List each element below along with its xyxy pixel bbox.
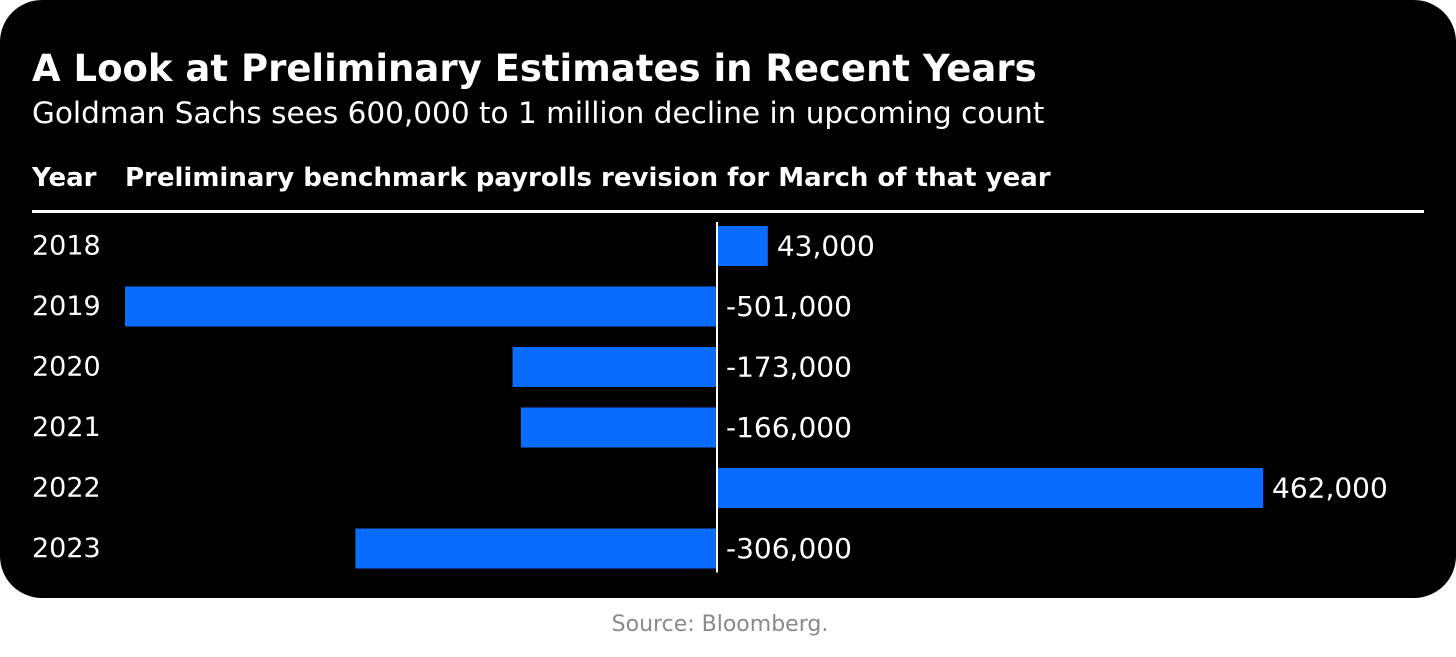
value-label: -306,000 — [726, 532, 852, 565]
bar-2023 — [355, 528, 717, 569]
value-column-header: Preliminary benchmark payrolls revision … — [125, 163, 1051, 193]
year-label: 2023 — [32, 533, 101, 564]
year-label: 2020 — [32, 352, 101, 383]
header-divider — [32, 210, 1424, 213]
value-label: -166,000 — [726, 411, 852, 444]
bar-2019 — [124, 286, 718, 327]
bar-2021 — [520, 407, 717, 448]
value-label: 43,000 — [777, 230, 875, 263]
year-column-header: Year — [32, 163, 97, 193]
value-label: -173,000 — [726, 351, 852, 384]
chart-title: A Look at Preliminary Estimates in Recen… — [32, 47, 1037, 90]
year-label: 2022 — [32, 473, 101, 504]
bar-chart: 2018 43,000 2019 -501,000 2020 -173,000 2021 -1… — [32, 222, 1388, 573]
year-label: 2019 — [32, 291, 101, 322]
value-label: -501,000 — [726, 290, 852, 323]
bar-2020 — [512, 347, 717, 387]
value-label: 462,000 — [1272, 472, 1388, 505]
year-label: 2018 — [32, 231, 101, 262]
year-label: 2021 — [32, 412, 101, 443]
bar-2018 — [717, 226, 768, 266]
bar-2022 — [717, 468, 1263, 508]
source-note: Source: Bloomberg. — [611, 612, 829, 637]
chart-subtitle: Goldman Sachs sees 600,000 to 1 million … — [32, 96, 1045, 130]
